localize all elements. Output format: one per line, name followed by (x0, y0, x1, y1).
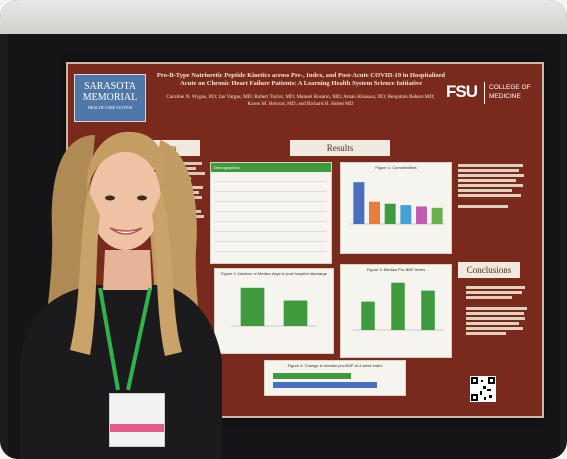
figure-3-median-probnp: Figure 3: Median Pro-BNP levels (340, 264, 452, 358)
results-bullets-right (458, 162, 530, 252)
bar-post (283, 300, 308, 326)
bar-diabetes (384, 203, 396, 224)
section-results: Results (290, 140, 390, 156)
section-conclusions: Conclusions (458, 262, 520, 278)
qr-code (470, 376, 496, 402)
median-probnp-chart (353, 282, 443, 331)
bar-pre (240, 287, 265, 326)
median-days-chart (231, 287, 317, 327)
figure-4-change-probnp: Figure 4: Change in median pro-BNP at 4 … (264, 360, 406, 396)
name-badge (109, 393, 165, 447)
conclusions-text (466, 284, 532, 374)
bar-renal-disease (416, 206, 427, 224)
bar-pre (361, 301, 375, 330)
poster-title: Pro-B-Type Natriuretic Peptide Kinetics … (156, 72, 446, 87)
figure-1-comorbidities: Figure 1: Comorbidities (340, 162, 452, 254)
comorbidities-chart (351, 182, 445, 225)
figure-4-bar-b (273, 382, 377, 388)
demographics-table: Demographics (210, 162, 332, 264)
bar-chronic-lung-disease (400, 205, 412, 224)
bar-coronary-artery-disease (369, 201, 380, 224)
qr-pattern (471, 377, 495, 401)
poster-authors: Caroline N. Wygas, DO; Ian Vargas, MD; R… (166, 94, 435, 107)
figure-2-median-days: Figure 2: Number of Median days to post … (214, 268, 334, 354)
presenter-woman (20, 131, 222, 459)
figure-4-bar-a (273, 373, 351, 379)
bar-hypertension (353, 182, 365, 224)
bar-post (421, 290, 435, 330)
bar-atrial-fibrillation (431, 207, 443, 224)
ceiling-wall (0, 0, 567, 34)
fsu-college-of-medicine-logo: FSU COLLEGE OF MEDICINE (446, 80, 538, 110)
bar-index (391, 282, 405, 330)
sarasota-memorial-logo: SARASOTA MEMORIAL HEALTH CARE SYSTEM (74, 74, 146, 122)
